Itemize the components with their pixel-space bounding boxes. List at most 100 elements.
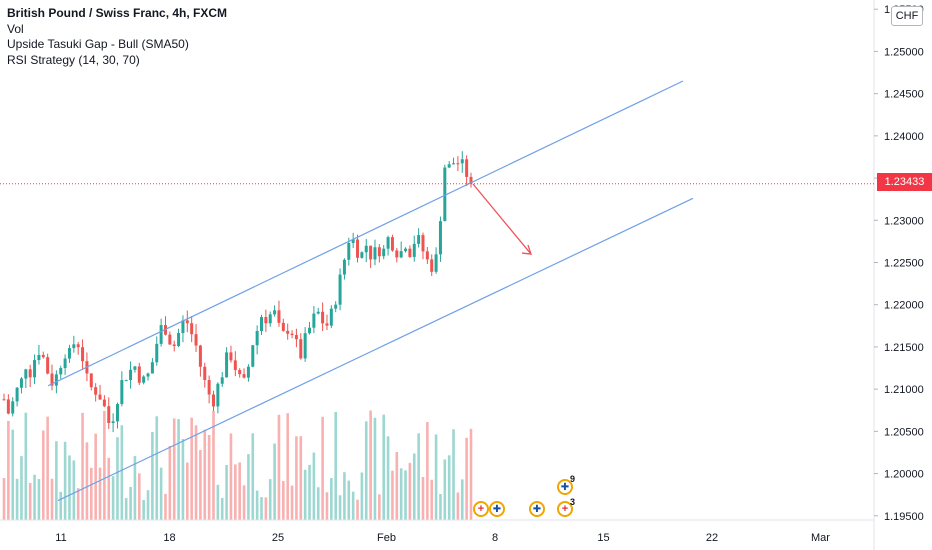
volume-bar — [391, 470, 394, 520]
volume-bar — [465, 437, 468, 520]
candle-body — [115, 404, 119, 422]
candle-body — [54, 374, 58, 386]
volume-bar — [124, 498, 128, 520]
volume-bar — [308, 464, 311, 520]
candle-body — [11, 401, 15, 414]
x-tick-label: 8 — [492, 532, 498, 544]
candle-body — [329, 308, 333, 326]
lower-channel-line — [57, 197, 694, 502]
candle-body — [24, 369, 28, 379]
candle-body — [447, 164, 451, 168]
last-price-label: 1.23433 — [877, 173, 932, 191]
x-tick-label: 11 — [55, 532, 66, 544]
volume-bar — [321, 416, 324, 520]
volume-bar — [295, 436, 298, 520]
candle-body — [312, 313, 316, 328]
volume-bars — [2, 410, 473, 520]
volume-bar — [408, 462, 412, 520]
volume-bar — [190, 417, 193, 520]
volume-bar — [382, 414, 386, 520]
candle-body — [465, 159, 469, 177]
volume-bar — [168, 445, 172, 520]
candle-body — [50, 373, 54, 386]
candle-body — [294, 335, 298, 340]
uk-flag-icon[interactable]: ✚ — [557, 479, 573, 495]
candle-body — [425, 251, 429, 260]
candle-body — [404, 248, 408, 252]
volume-bar — [116, 437, 119, 520]
volume-bar — [343, 472, 346, 520]
volume-bar — [203, 429, 207, 520]
candle-body — [133, 366, 137, 370]
swiss-flag-icon[interactable]: + — [557, 501, 573, 517]
candle-body — [67, 348, 71, 359]
volume-bar — [2, 478, 6, 520]
volume-bar — [430, 479, 434, 520]
candle-body — [299, 339, 303, 359]
volume-bar — [63, 441, 67, 520]
uk-flag-icon[interactable]: ✚ — [529, 501, 545, 517]
candle-body — [124, 380, 128, 382]
volume-indicator-label[interactable]: Vol — [7, 21, 24, 36]
x-tick-label: 25 — [272, 532, 284, 544]
candle-body — [264, 317, 268, 324]
volume-bar — [181, 438, 185, 520]
candle-body — [177, 333, 181, 347]
candle-body — [382, 248, 386, 257]
candle-body — [81, 347, 85, 362]
candle-body — [386, 237, 390, 249]
axes: 1.19500 1.20000 1.20500 1.21000 1.21500 1.220… — [55, 4, 923, 544]
volume-bar — [330, 478, 333, 520]
tasuki-indicator-label[interactable]: Upside Tasuki Gap - Bull (SMA50) — [7, 37, 189, 51]
volume-bar — [299, 436, 303, 520]
volume-bar — [412, 453, 416, 520]
volume-bar — [325, 492, 329, 520]
volume-bar — [89, 467, 93, 520]
candle-body — [203, 366, 207, 381]
candle-body — [2, 399, 6, 401]
candle-body — [390, 237, 394, 251]
volume-bar — [177, 419, 180, 520]
candle-body — [15, 387, 19, 402]
chart-legend: British Pound / Swiss Franc, 4h, FXCM Vo… — [7, 6, 227, 68]
candle-body — [251, 345, 255, 367]
volume-bar — [15, 478, 19, 520]
candle-body — [220, 377, 224, 384]
volume-bar — [277, 414, 281, 520]
volume-bar — [356, 499, 359, 520]
swiss-flag-icon[interactable]: + — [473, 501, 489, 517]
volume-bar — [212, 410, 215, 520]
volume-bar — [434, 434, 438, 520]
volume-bar — [303, 469, 307, 520]
y-tick-label: 1.24000 — [884, 131, 924, 143]
candle-body — [360, 252, 364, 258]
volume-bar — [129, 486, 132, 520]
candle-body — [98, 394, 102, 400]
volume-bar — [11, 429, 15, 520]
volume-bar — [186, 462, 189, 520]
volume-bar — [199, 450, 202, 520]
volume-bar — [395, 452, 399, 520]
volume-bar — [439, 493, 442, 520]
candle-body — [452, 163, 456, 165]
event-count-top: 9 — [570, 474, 576, 484]
rsi-strategy-label[interactable]: RSI Strategy (14, 30, 70) — [7, 52, 140, 67]
volume-bar — [373, 417, 377, 520]
candle-body — [155, 343, 159, 363]
uk-flag-icon[interactable]: ✚ — [489, 501, 505, 517]
volume-bar — [312, 452, 316, 520]
candle-body — [321, 311, 325, 324]
volume-bar — [338, 495, 342, 520]
candle-body — [238, 370, 242, 375]
symbol-title[interactable]: British Pound / Swiss Franc, 4h, FXCM — [7, 6, 228, 20]
volume-bar — [155, 416, 159, 520]
volume-bar — [172, 418, 176, 520]
currency-badge[interactable]: CHF — [891, 6, 923, 26]
volume-bar — [133, 456, 137, 520]
volume-bar — [24, 412, 28, 520]
drawings — [0, 80, 874, 502]
candle-body — [347, 243, 351, 260]
volume-bar — [225, 464, 228, 520]
candle-body — [342, 259, 346, 275]
